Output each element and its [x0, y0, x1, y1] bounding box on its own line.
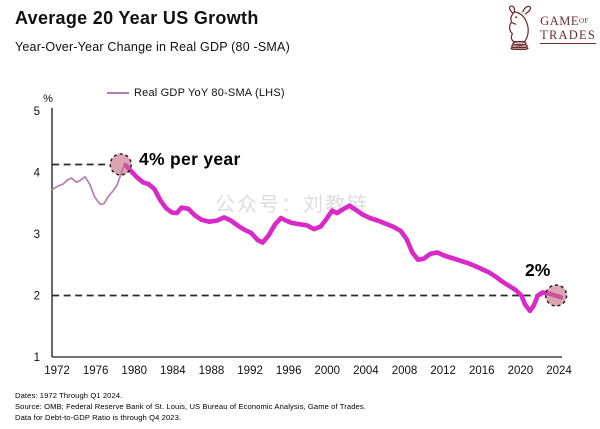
x-tick-label: 2024: [546, 365, 572, 377]
logo-word-trades: TRADES: [540, 28, 596, 44]
footnote-dates: Dates: 1972 Through Q1 2024.: [15, 391, 123, 400]
logo-word-game: GAME: [540, 14, 579, 29]
x-tick-label: 2016: [469, 365, 495, 377]
legend-line-swatch: [107, 91, 129, 95]
x-tick-label: 2008: [392, 365, 418, 377]
y-tick-label: 3: [34, 229, 40, 241]
x-tick-label: 2020: [508, 365, 534, 377]
logo-wordmark: GAMEOF TRADES: [540, 14, 596, 44]
y-tick-label: 4: [34, 168, 41, 180]
start-average-marker: [109, 153, 132, 176]
y-tick-label: 1: [34, 352, 40, 364]
page-title: Average 20 Year US Growth: [15, 8, 259, 28]
legend-label: Real GDP YoY 80-SMA (LHS): [134, 87, 285, 99]
x-tick-label: 1984: [160, 365, 186, 377]
x-tick-label: 1972: [44, 365, 70, 377]
x-tick-label: 1980: [121, 365, 147, 377]
x-tick-label: 2004: [353, 365, 379, 377]
knight-bull-icon: [502, 4, 536, 55]
x-tick-label: 1996: [276, 365, 302, 377]
legend: Real GDP YoY 80-SMA (LHS): [107, 87, 285, 99]
logo-word-of: OF: [578, 17, 589, 26]
y-tick-label: 5: [34, 106, 40, 118]
x-tick-label: 2012: [430, 365, 456, 377]
gdp-line-thin: [51, 164, 127, 206]
x-tick-label: 1976: [83, 365, 109, 377]
x-tick-label: 1992: [237, 365, 263, 377]
game-of-trades-logo: GAMEOF TRADES: [502, 4, 596, 55]
annotation-4-percent: 4% per year: [139, 149, 241, 169]
x-tick-label: 2000: [315, 365, 341, 377]
footnote-data: Data for Debt-to-GDP Ratio is through Q4…: [15, 413, 182, 422]
end-average-marker: [544, 284, 568, 307]
y-axis-unit-label: %: [43, 93, 53, 105]
chart-subtitle: Year-Over-Year Change in Real GDP (80 -S…: [15, 40, 290, 54]
annotation-2-percent: 2%: [525, 260, 551, 280]
footnotes: Dates: 1972 Through Q1 2024. Source: OMB…: [15, 390, 366, 423]
gdp-line-thick: [123, 162, 564, 314]
footnote-source: Source: OMB; Federal Reserve Bank of St.…: [15, 402, 366, 411]
x-tick-label: 1988: [199, 365, 225, 377]
y-tick-label: 2: [34, 291, 40, 303]
